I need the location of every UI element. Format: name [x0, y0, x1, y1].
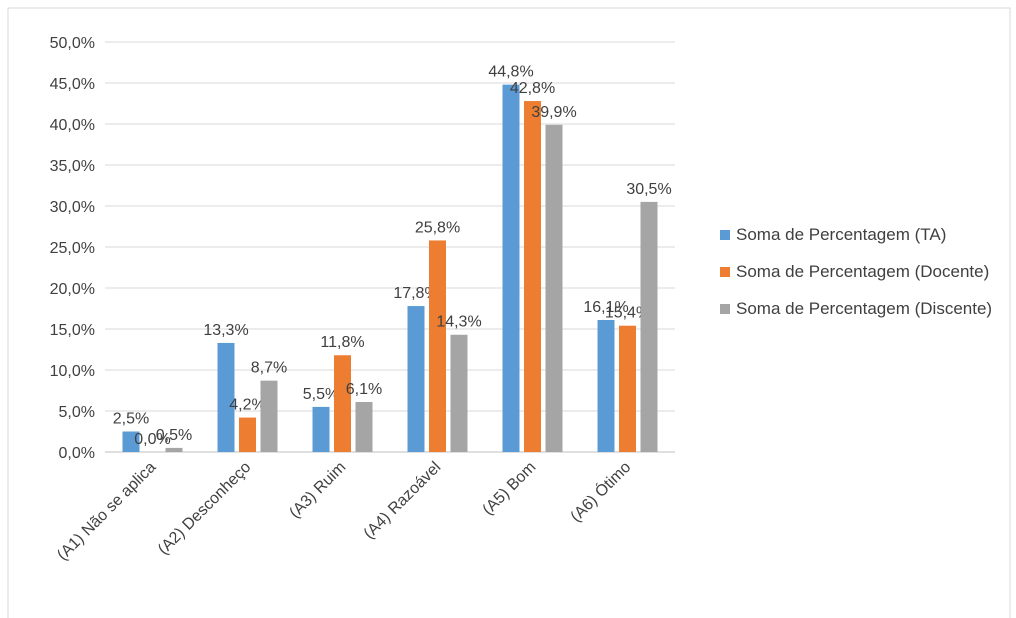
legend: Soma de Percentagem (TA) Soma de Percenta… [720, 222, 1000, 333]
x-tick-label: (A4) Razoável [361, 459, 445, 543]
y-tick-label: 30,0% [50, 199, 95, 216]
legend-swatch [720, 230, 730, 240]
y-tick-label: 25,0% [50, 240, 95, 257]
y-tick-label: 40,0% [50, 117, 95, 134]
bar [502, 84, 520, 452]
x-tick-label: (A6) Ótimo [566, 457, 634, 525]
bar [619, 325, 636, 452]
bar [597, 319, 615, 452]
y-tick-label: 35,0% [50, 158, 95, 175]
x-tick-label: (A1) Não se aplica [54, 459, 159, 564]
value-label: 0,0% [134, 431, 170, 448]
value-label: 4,2% [229, 397, 265, 414]
bar [312, 406, 330, 452]
bar [165, 447, 183, 452]
bar [450, 334, 468, 452]
y-tick-label: 45,0% [50, 76, 95, 93]
bar [217, 342, 235, 452]
value-label: 11,8% [320, 334, 364, 351]
y-tick-label: 10,0% [50, 363, 95, 380]
legend-label: Soma de Percentagem (Discente) [736, 299, 993, 318]
value-label: 0,5% [156, 427, 192, 444]
value-label: 30,5% [626, 181, 671, 198]
bar [355, 401, 373, 452]
x-tick-label: (A3) Ruim [286, 459, 349, 522]
value-label: 14,3% [436, 314, 481, 331]
value-label: 44,8% [488, 64, 533, 81]
y-tick-label: 0,0% [59, 445, 95, 462]
bar [524, 101, 541, 452]
value-label: 42,8% [510, 80, 555, 97]
value-label: 13,3% [203, 322, 248, 339]
value-label: 5,5% [303, 386, 339, 403]
legend-label: Soma de Percentagem (TA) [736, 225, 947, 244]
bar [545, 124, 563, 452]
value-label: 6,1% [346, 381, 382, 398]
bar [334, 355, 351, 452]
value-label: 2,5% [113, 411, 149, 428]
legend-label: Soma de Percentagem (Docente) [736, 262, 990, 281]
legend-item: Soma de Percentagem (Discente) [720, 296, 1000, 321]
bar [239, 417, 256, 452]
y-tick-label: 5,0% [59, 404, 95, 421]
y-tick-label: 15,0% [50, 322, 95, 339]
legend-item: Soma de Percentagem (Docente) [720, 259, 1000, 284]
value-label: 16,1% [583, 299, 628, 316]
bar [407, 306, 425, 452]
y-tick-label: 20,0% [50, 281, 95, 298]
value-label: 25,8% [415, 219, 460, 236]
y-tick-label: 50,0% [50, 35, 95, 52]
bar [122, 431, 140, 452]
bar [640, 201, 658, 452]
x-tick-label: (A5) Bom [480, 459, 540, 519]
chart-border [7, 7, 1011, 618]
bar [260, 380, 278, 452]
legend-item: Soma de Percentagem (TA) [720, 222, 1000, 247]
value-label: 17,8% [393, 285, 438, 302]
x-tick-label: (A2) Desconheço [155, 459, 255, 559]
value-label: 15,4% [605, 305, 650, 322]
bar [429, 240, 446, 452]
value-label: 8,7% [251, 360, 287, 377]
value-label: 39,9% [531, 104, 576, 121]
legend-swatch [720, 304, 730, 314]
legend-swatch [720, 267, 730, 277]
